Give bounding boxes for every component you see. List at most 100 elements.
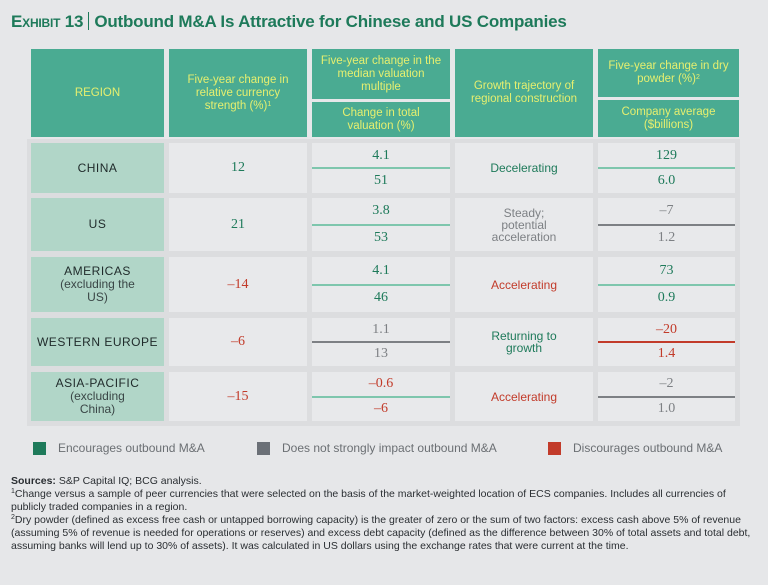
- dry-powder-divider: [598, 341, 735, 343]
- region-name: AMERICAS: [64, 264, 131, 278]
- dry-powder-change-value: 73: [659, 262, 674, 278]
- region-cell: CHINA: [31, 143, 164, 193]
- construction-cell: Accelerating: [455, 372, 593, 421]
- header-dry-powder: Five-year change in dry powder (%)2: [598, 49, 739, 97]
- construction-cell: Steady; potential acceleration: [455, 198, 593, 251]
- exhibit-title: Exhibit 13 Outbound M&A Is Attractive for…: [11, 12, 567, 32]
- region-cell: US: [31, 198, 164, 251]
- valuation-cell: 3.8 53: [312, 198, 450, 251]
- valuation-multiple-value: –0.6: [368, 376, 394, 392]
- currency-change-cell: 21: [169, 198, 307, 251]
- dry-powder-cell: –7 1.2: [598, 198, 735, 251]
- header-company-average-label: Company average ($billions): [621, 105, 716, 131]
- legend-swatch-green: [33, 441, 46, 455]
- sources-note: Sources: S&P Capital IQ; BCG analysis.: [11, 475, 202, 487]
- valuation-cell: 4.1 46: [312, 257, 450, 312]
- currency-change-value: 12: [231, 160, 245, 175]
- dry-powder-divider: [598, 395, 735, 398]
- dry-powder-cell: –2 1.0: [598, 372, 735, 421]
- currency-change-value: –6: [231, 334, 245, 349]
- valuation-cell: 1.1 13: [312, 318, 450, 366]
- dry-powder-cell: 73 0.9: [598, 257, 735, 312]
- construction-cell: Decelerating: [455, 143, 593, 193]
- construction-cell: Accelerating: [455, 257, 593, 312]
- currency-change-value: –14: [227, 276, 249, 292]
- header-region: REGION: [31, 49, 164, 137]
- construction-trajectory: Accelerating: [490, 277, 558, 292]
- header-currency-label: Five-year change in relative currency st…: [187, 73, 289, 112]
- header-construction: Growth trajectory of regional constructi…: [455, 49, 593, 137]
- legend-label: Does not strongly impact outbound M&A: [282, 441, 497, 455]
- dry-powder-cell: –20 1.4: [598, 318, 735, 366]
- dry-powder-change-value: –20: [656, 322, 677, 337]
- valuation-divider: [312, 395, 450, 398]
- currency-change-value: 21: [231, 216, 245, 232]
- construction-trajectory: Returning to growth: [491, 329, 557, 355]
- valuation-cell: 4.1 51: [312, 143, 450, 193]
- construction-trajectory: Steady; potential acceleration: [491, 205, 557, 244]
- title-divider: [88, 12, 90, 30]
- header-total-valuation-label: Change in total valuation (%): [342, 106, 420, 132]
- header-valuation-multiple: Five-year change in the median valuation…: [312, 49, 450, 99]
- header-dry-powder-label: Five-year change in dry powder (%)2: [608, 60, 729, 85]
- total-valuation-value: 51: [374, 172, 388, 188]
- company-average-value: 1.0: [657, 400, 676, 416]
- legend-swatch-gray: [257, 441, 270, 455]
- exhibit-heading: Outbound M&A Is Attractive for Chinese a…: [94, 12, 567, 31]
- valuation-multiple-value: 1.1: [372, 322, 390, 337]
- total-valuation-value: 13: [374, 346, 388, 361]
- region-name: WESTERN EUROPE: [36, 334, 158, 349]
- valuation-multiple-value: 4.1: [372, 147, 390, 163]
- dry-powder-divider: [598, 167, 735, 169]
- footnotes: Sources: S&P Capital IQ; BCG analysis. 1…: [11, 475, 751, 553]
- footnote-2: 2Dry powder (defined as excess free cash…: [11, 514, 751, 552]
- valuation-divider: [312, 283, 450, 286]
- legend-swatch-red: [548, 441, 561, 455]
- region-name: CHINA: [77, 160, 118, 175]
- valuation-multiple-value: 3.8: [372, 203, 390, 219]
- company-average-value: 0.9: [657, 290, 676, 306]
- dry-powder-change-value: 129: [656, 147, 677, 163]
- construction-trajectory: Accelerating: [490, 389, 558, 404]
- dry-powder-divider: [598, 223, 735, 226]
- legend-discourages: Discourages outbound M&A: [548, 441, 722, 455]
- dry-powder-change-value: –7: [659, 203, 674, 219]
- currency-change-cell: –14: [169, 257, 307, 312]
- header-company-average: Company average ($billions): [598, 100, 739, 137]
- total-valuation-value: 46: [374, 290, 388, 306]
- company-average-value: 1.4: [657, 346, 676, 361]
- valuation-multiple-value: 4.1: [372, 262, 390, 278]
- construction-cell: Returning to growth: [455, 318, 593, 366]
- currency-change-cell: –6: [169, 318, 307, 366]
- valuation-divider: [312, 167, 450, 169]
- legend-neutral: Does not strongly impact outbound M&A: [257, 441, 497, 455]
- header-valuation-multiple-label: Five-year change in the median valuation…: [320, 54, 442, 93]
- region-qualifier: (excluding the US): [60, 277, 135, 304]
- region-cell: ASIA-PACIFIC (excluding China): [31, 372, 164, 421]
- company-average-value: 1.2: [657, 229, 676, 245]
- legend-label: Encourages outbound M&A: [58, 441, 205, 455]
- header-region-label: REGION: [74, 86, 121, 99]
- currency-change-cell: 12: [169, 143, 307, 193]
- footnote-1: 1Change versus a sample of peer currenci…: [11, 488, 726, 513]
- total-valuation-value: 53: [374, 229, 388, 245]
- header-construction-label: Growth trajectory of regional constructi…: [470, 80, 578, 105]
- valuation-divider: [312, 223, 450, 226]
- region-cell: AMERICAS (excluding the US): [31, 257, 164, 312]
- total-valuation-value: –6: [374, 400, 388, 416]
- construction-trajectory: Decelerating: [490, 161, 558, 175]
- region-name: ASIA-PACIFIC: [55, 376, 140, 390]
- currency-change-cell: –15: [169, 372, 307, 421]
- header-total-valuation: Change in total valuation (%): [312, 102, 450, 137]
- region-qualifier: (excluding China): [70, 389, 125, 416]
- legend-label: Discourages outbound M&A: [573, 441, 723, 455]
- exhibit-number: Exhibit 13: [11, 12, 84, 31]
- dry-powder-divider: [598, 283, 735, 286]
- valuation-cell: –0.6 –6: [312, 372, 450, 421]
- valuation-divider: [312, 341, 450, 343]
- legend-encourages: Encourages outbound M&A: [33, 441, 205, 455]
- dry-powder-cell: 129 6.0: [598, 143, 735, 193]
- dry-powder-change-value: –2: [659, 376, 674, 392]
- region-name: US: [88, 217, 107, 231]
- header-currency: Five-year change in relative currency st…: [169, 49, 307, 137]
